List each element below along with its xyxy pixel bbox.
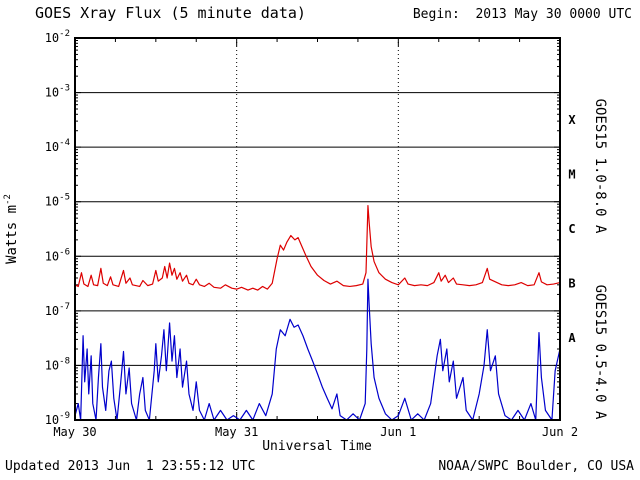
- y-axis-label-base: Watts m: [4, 205, 20, 264]
- y-axis-label-superscript: -2: [3, 194, 13, 205]
- series-layer: [74, 204, 561, 421]
- flare-class-label: B: [568, 277, 575, 291]
- flare-class-label: A: [568, 331, 576, 345]
- y-tick-exponent: -7: [59, 302, 70, 312]
- y-tick-label: 10-6: [45, 247, 70, 263]
- y-tick-base: 10: [45, 304, 59, 318]
- y-tick-exponent: -3: [59, 84, 70, 94]
- y-tick-base: 10: [45, 140, 59, 154]
- credit-label: NOAA/SWPC Boulder, CO USA: [438, 459, 634, 474]
- short-wavelength-series-line: [74, 278, 561, 421]
- y-tick-base: 10: [45, 358, 59, 372]
- x-tick-label: May 31: [215, 425, 258, 439]
- y-tick-label: 10-3: [45, 84, 70, 100]
- y-tick-label: 10-5: [45, 193, 70, 209]
- begin-timestamp: Begin: 2013 May 30 0000 UTC: [413, 7, 632, 22]
- flare-class-labels: X M C B A: [568, 113, 576, 345]
- tick-label-layer: May 30 May 31 Jun 1 Jun 210-210-310-410-510…: [45, 29, 578, 439]
- x-tick-label: May 30: [53, 425, 96, 439]
- y-tick-exponent: -9: [59, 411, 70, 421]
- x-axis-label: Universal Time: [262, 439, 372, 454]
- y-tick-base: 10: [45, 195, 59, 209]
- x-tick-label: Jun 1: [380, 425, 416, 439]
- y-tick-base: 10: [45, 249, 59, 263]
- long-wavelength-series-line: [74, 204, 561, 291]
- goes-short-channel-label: GOES15 0.5-4.0 A: [592, 285, 608, 420]
- y-tick-base: 10: [45, 413, 59, 427]
- y-tick-label: 10-8: [45, 356, 70, 372]
- flare-class-label: M: [568, 167, 575, 181]
- tick-layer: [74, 37, 561, 421]
- y-tick-label: 10-9: [45, 411, 70, 427]
- y-tick-exponent: -6: [59, 247, 70, 257]
- y-tick-exponent: -4: [59, 138, 70, 148]
- goes-long-channel-label: GOES15 1.0-8.0 A: [592, 99, 608, 234]
- flare-class-label: X: [568, 113, 576, 127]
- y-tick-exponent: -2: [59, 29, 70, 39]
- y-tick-label: 10-2: [45, 29, 70, 45]
- plot-frame: [74, 37, 561, 421]
- y-tick-label: 10-7: [45, 302, 70, 318]
- updated-timestamp: Updated 2013 Jun 1 23:55:12 UTC: [5, 459, 255, 474]
- x-tick-label: Jun 2: [542, 425, 578, 439]
- y-tick-base: 10: [45, 86, 59, 100]
- y-tick-exponent: -8: [59, 356, 70, 366]
- y-tick-label: 10-4: [45, 138, 70, 154]
- grid-layer: [75, 38, 560, 420]
- y-axis-label: Watts m-2: [3, 194, 20, 264]
- y-tick-base: 10: [45, 31, 59, 45]
- chart-title: GOES Xray Flux (5 minute data): [35, 4, 306, 22]
- y-tick-exponent: -5: [59, 193, 70, 203]
- flare-class-label: C: [568, 222, 575, 236]
